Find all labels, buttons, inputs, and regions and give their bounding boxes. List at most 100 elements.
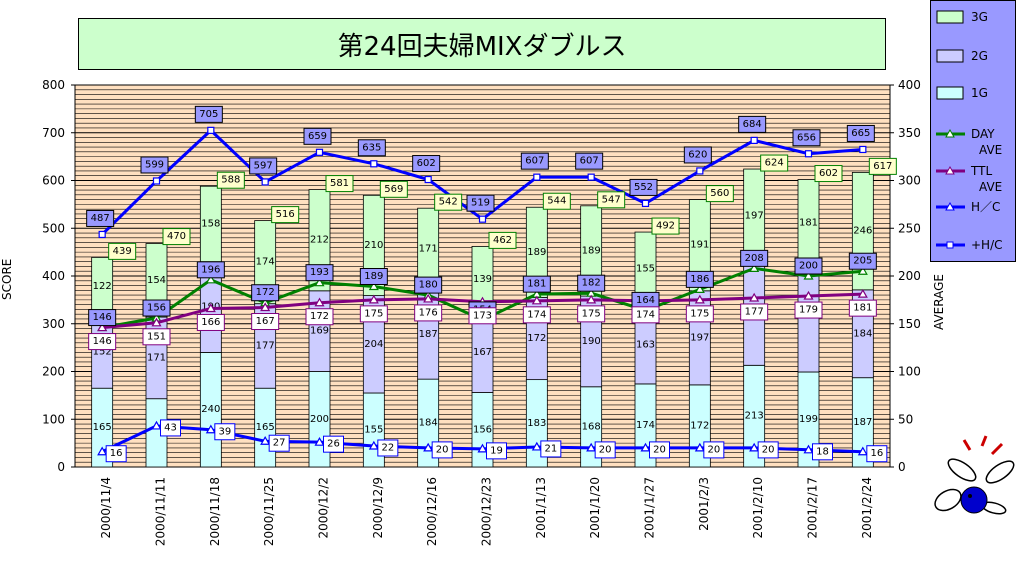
total-label: 617 (873, 161, 892, 172)
dayave-label: 182 (582, 278, 601, 289)
ttlave-label: 176 (419, 307, 438, 318)
spark (980, 435, 988, 447)
point-H/C (749, 442, 760, 452)
plus-hc-label-box (412, 155, 441, 173)
y2-tick-label: 400 (898, 78, 921, 92)
total-label: 581 (330, 178, 349, 189)
point-H/C (694, 442, 705, 452)
bar-label-3G: 174 (256, 257, 275, 268)
hc-label: 20 (707, 444, 720, 455)
ttlave-label-box (577, 305, 606, 323)
x-tick-label: 2000/11/18 (208, 477, 222, 546)
hc-label-box (649, 441, 670, 459)
plus-hc-label-box (846, 124, 875, 142)
bar-label-3G: 197 (745, 211, 764, 222)
legend-marker (946, 241, 954, 249)
point-TTL AVE (749, 292, 760, 302)
point-+H/C (370, 160, 378, 168)
dayave-label-box (196, 261, 225, 279)
hc-label-box (214, 423, 236, 441)
point-DAY AVE (857, 266, 868, 275)
ttlave-label: 181 (853, 303, 872, 314)
bar-label-2G: 169 (310, 326, 329, 337)
y2-tick-label: 150 (898, 317, 921, 331)
bar-label-1G: 172 (690, 420, 709, 431)
total-label-box (325, 175, 354, 193)
point-DAY AVE (205, 274, 216, 284)
legend-swatch (936, 86, 964, 100)
hc-label-box (377, 439, 399, 457)
dayave-label-box (685, 270, 714, 288)
legend-graphics: 3G 2G 1G DAY AVE TTL AVE H／C +H/C (936, 10, 1003, 252)
ttlave-label: 175 (364, 308, 383, 319)
plus-hc-label-box (629, 178, 658, 196)
hc-label-box (594, 441, 616, 459)
total-label-box (597, 191, 626, 209)
dayave-label: 156 (147, 303, 166, 314)
ttlave-label: 174 (527, 309, 546, 320)
point-DAY AVE (749, 263, 760, 272)
total-label-box (379, 180, 408, 198)
hc-label: 21 (544, 443, 557, 454)
ttlave-label: 175 (582, 308, 601, 319)
point-+H/C (859, 145, 867, 154)
bar-label-3G: 154 (147, 275, 166, 286)
bar-label-2G: 197 (690, 332, 709, 343)
dayave-label-box (359, 268, 388, 286)
ttlave-label: 175 (690, 308, 709, 319)
dayave-label-box (740, 249, 769, 267)
point-TTL AVE (586, 294, 597, 304)
total-label: 492 (656, 221, 675, 232)
bar-label-2G: 190 (582, 336, 601, 347)
point-TTL AVE (151, 317, 162, 327)
total-label-box (216, 171, 245, 189)
plus-hc-label: 684 (743, 119, 762, 130)
x-tick-label: 2001/1/27 (643, 477, 657, 539)
bar-label-1G: 156 (473, 424, 492, 435)
dayave-label: 181 (527, 279, 546, 290)
plus-hc-label: 635 (362, 142, 381, 153)
bar-label-3G: 139 (473, 274, 492, 285)
y2-tick-label: 250 (898, 221, 921, 235)
plus-hc-label: 705 (199, 109, 218, 120)
point-H/C (477, 443, 488, 453)
point-TTL AVE (694, 294, 705, 304)
bar-label-2G: 187 (419, 329, 438, 340)
bar-label-1G: 165 (256, 422, 275, 433)
point-DAY AVE (314, 277, 325, 287)
hc-label: 16 (110, 448, 123, 459)
plus-hc-label: 602 (417, 158, 436, 169)
x-tick-label: 2000/11/25 (262, 477, 276, 546)
hc-label-box (812, 443, 833, 461)
hc-label-box (757, 441, 779, 459)
ttlave-label-box (740, 303, 769, 321)
dayave-label-box (142, 299, 171, 317)
total-label-box (868, 157, 897, 175)
hc-label-box (323, 435, 344, 453)
bar-label-2G: 177 (256, 340, 275, 351)
ttlave-label: 151 (147, 331, 166, 342)
total-label-box (434, 193, 463, 211)
point-H/C (97, 446, 108, 456)
legend-marker (945, 165, 955, 175)
point-+H/C (261, 178, 269, 186)
bar-label-3G: 181 (799, 217, 818, 228)
bowling-clipart (934, 435, 1015, 515)
total-label-box (542, 192, 571, 210)
dayave-label: 180 (419, 280, 438, 291)
legend-label: 2G (971, 49, 988, 63)
dayave-label: 200 (799, 261, 818, 272)
dayave-label: 146 (93, 312, 112, 323)
ttlave-label: 177 (745, 306, 764, 317)
y2-tick-label: 100 (898, 365, 921, 379)
total-label-box (271, 206, 300, 224)
total-label: 547 (602, 194, 621, 205)
hc-label: 39 (218, 426, 231, 437)
bar-label-2G: 167 (473, 347, 492, 358)
point-+H/C (315, 148, 324, 156)
bar-label-1G: 155 (364, 424, 383, 435)
y-tick-label: 700 (42, 126, 65, 140)
y-tick-label: 400 (42, 269, 65, 283)
plus-hc-label-box (303, 127, 332, 145)
dayave-label: 172 (256, 287, 275, 298)
